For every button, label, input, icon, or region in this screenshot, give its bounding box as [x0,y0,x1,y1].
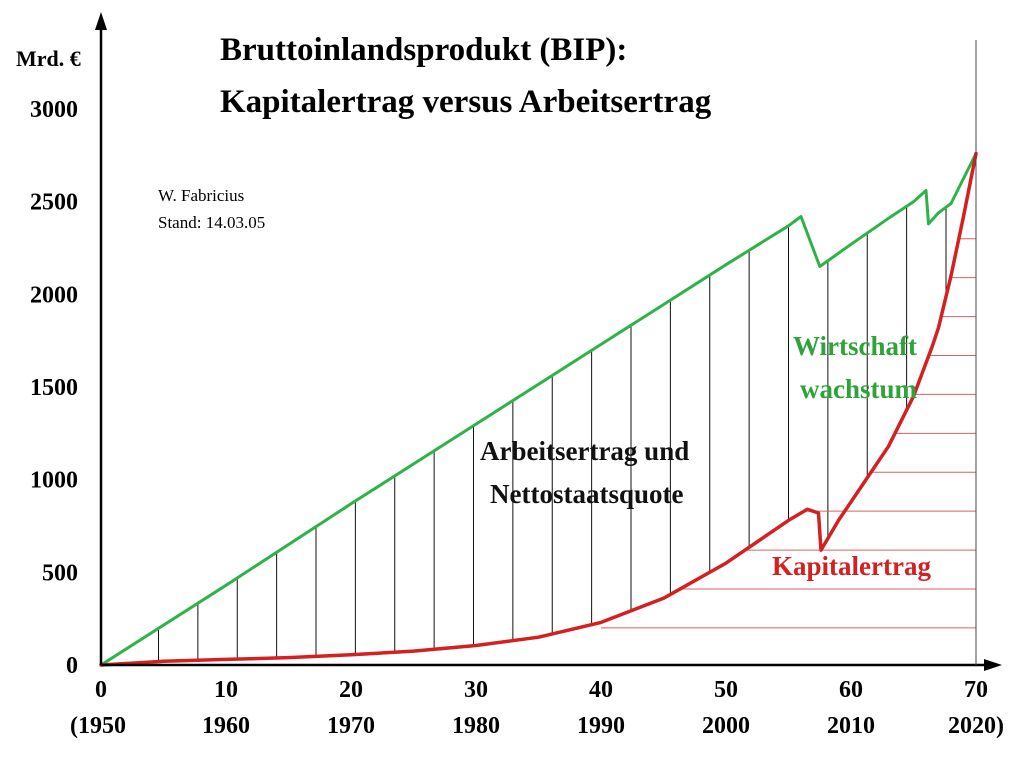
y-tick-label: 1000 [30,468,78,494]
y-tick-label: 2000 [30,282,78,308]
y-tick-label: 0 [66,653,78,679]
x-year-label: 2020) [948,713,1004,739]
area-label-line1: Arbeitsertrag und [480,436,689,466]
x-tick-label: 50 [714,677,738,703]
series-label-growth-line2: wachstum [800,374,918,404]
x-year-label: 1990 [577,713,625,739]
series-line-capital [99,151,978,667]
x-tick-label: 10 [214,677,238,703]
hatch-lines [158,206,976,662]
y-tick-label: 1500 [30,375,78,401]
x-year-label: 2000 [702,713,750,739]
date-note: Stand: 14.03.05 [158,213,265,232]
y-axis-arrow [95,12,107,30]
x-tick-label: 20 [339,677,363,703]
x-tick-label: 40 [589,677,613,703]
x-year-label: 1980 [452,713,500,739]
x-year-label: 2010 [827,713,875,739]
tick-labels: 0 500 1000 1500 2000 2500 3000 0 (1950 10 1960 20 19… [30,97,1004,739]
chart-title-line1: Bruttoinlandsprodukt (BIP): [220,32,627,68]
x-year-label: (1950 [70,713,126,739]
series-line-growth [99,152,978,667]
area-label-line2: Nettostaatsquote [490,479,683,509]
y-tick-label: 500 [42,560,78,586]
author-note: W. Fabricius [158,186,244,205]
series-label-growth-line1: Wirtschaft [793,331,917,361]
x-tick-label: 70 [964,677,988,703]
x-tick-label: 0 [95,677,107,703]
x-tick-label: 30 [464,677,488,703]
series-lines [99,151,978,667]
y-tick-label: 3000 [30,97,78,123]
y-tick-label: 2500 [30,190,78,216]
axes [95,12,1002,671]
y-axis-label: Mrd. € [16,46,81,71]
x-year-label: 1960 [202,713,250,739]
x-tick-label: 60 [839,677,863,703]
chart-title-line2: Kapitalertrag versus Arbeitsertrag [220,84,712,120]
x-axis-arrow [984,659,1002,671]
x-year-label: 1970 [327,713,375,739]
series-label-capital: Kapitalertrag [772,551,931,581]
